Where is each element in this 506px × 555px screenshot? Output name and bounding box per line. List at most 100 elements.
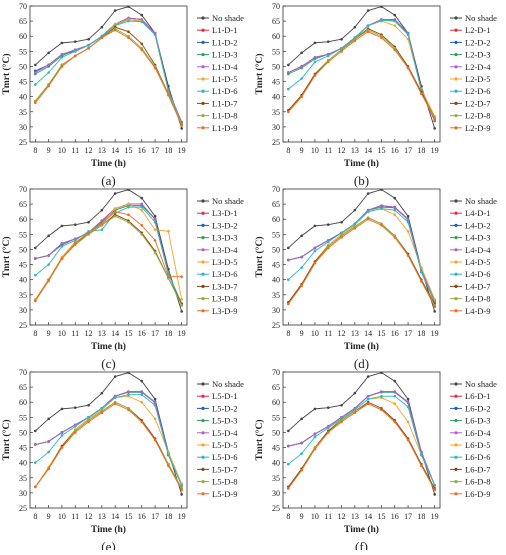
data-point [87,416,90,419]
x-tick-label: 12 [338,512,346,521]
y-tick-label: 55 [19,47,27,56]
data-point [127,6,130,8]
data-point [420,92,423,95]
y-tick-label: 35 [272,291,280,300]
x-tick-label: 13 [351,512,359,521]
series-l6-d-7 [287,400,436,490]
y-axis-label: Tmrt (°C) [254,420,265,461]
data-point [140,393,144,396]
data-point [100,406,104,410]
x-tick-label: 15 [124,512,132,521]
data-point [153,403,157,407]
x-tick-label: 16 [138,512,146,521]
legend-label: L5-D-9 [212,489,238,499]
legend-label: L3-D-4 [212,245,238,255]
data-point [353,222,357,226]
data-point [153,417,157,421]
series-line [287,29,436,119]
data-point [167,93,170,97]
legend-label: L6-D-4 [465,428,491,438]
data-point [326,406,330,409]
data-point [47,417,50,421]
legend-marker [454,480,458,484]
data-point [393,13,397,17]
legend-marker [454,309,458,313]
series-line [34,403,183,491]
legend-label: L4-D-9 [465,306,491,316]
y-tick-label: 30 [19,489,27,498]
data-point [393,402,397,406]
data-point [180,275,183,278]
data-point [366,394,370,398]
data-point [47,467,50,471]
data-point [300,255,303,259]
x-tick-label: 17 [151,512,159,521]
chart-panel-f: 25 30 35 40 45 50 55 60 65 70 8 9 10 11 12 13 14 15 16 17 18… [254,368,497,554]
x-tick-label: 14 [364,512,372,521]
legend-label: No shade [212,379,244,389]
data-point [380,408,383,412]
x-tick-label: 19 [431,146,439,155]
series-l5-d-5 [34,394,183,489]
legend-label: L5-D-8 [212,477,238,487]
series-line [288,391,436,486]
data-point [366,375,370,378]
plot-frame [282,5,441,143]
y-tick-label: 25 [19,138,27,147]
data-point [73,40,77,43]
x-tick-label: 18 [164,329,172,338]
legend-label: L5-D-1 [212,391,238,401]
x-tick-label: 11 [324,329,332,338]
chart-panel-d: 25 30 35 40 45 50 55 60 65 70 8 9 10 11 12 13 14 15 16 17 18… [254,185,497,371]
legend-marker [454,28,458,32]
legend-label: L5-D-4 [212,428,238,438]
series-line [288,205,436,302]
data-point [300,234,303,238]
data-point [73,239,77,242]
series-line [287,31,436,120]
legend-marker [201,211,205,215]
data-point [393,48,397,52]
legend-marker [454,65,458,69]
legend-marker [201,467,205,471]
data-point [326,60,330,64]
legend-marker [454,443,458,447]
series-l4-d-3 [287,205,436,304]
data-point [140,202,144,206]
data-point [140,48,144,52]
data-point [393,213,397,216]
legend-marker [454,467,458,471]
y-tick-label: 65 [272,200,280,209]
data-point [34,246,37,250]
data-point [380,19,383,22]
data-point [127,36,130,40]
data-point [34,485,37,489]
x-tick-label: 14 [111,329,119,338]
x-tick-label: 8 [286,146,290,155]
data-point [153,217,157,221]
legend-marker [454,223,458,227]
y-tick-label: 30 [272,306,280,315]
data-point [393,379,397,383]
series-line [35,372,183,495]
x-tick-label: 10 [311,512,319,521]
data-point [393,208,397,212]
series-line [288,206,436,303]
data-point [433,127,436,130]
data-point [127,30,130,33]
x-tick-label: 9 [300,146,304,155]
legend-label: L4-D-5 [465,257,491,267]
series-line [34,29,183,126]
data-point [313,407,317,411]
data-point [300,452,303,455]
legend-label: L3-D-2 [212,220,238,230]
legend-label: L2-D-8 [465,111,491,121]
legend-label: L1-D-7 [212,98,238,108]
data-point [127,393,130,396]
data-point [73,54,77,58]
data-point [47,440,50,443]
x-tick-label: 15 [124,329,132,338]
plot-frame [29,5,188,143]
data-point [60,407,64,411]
legend-marker [454,126,458,130]
